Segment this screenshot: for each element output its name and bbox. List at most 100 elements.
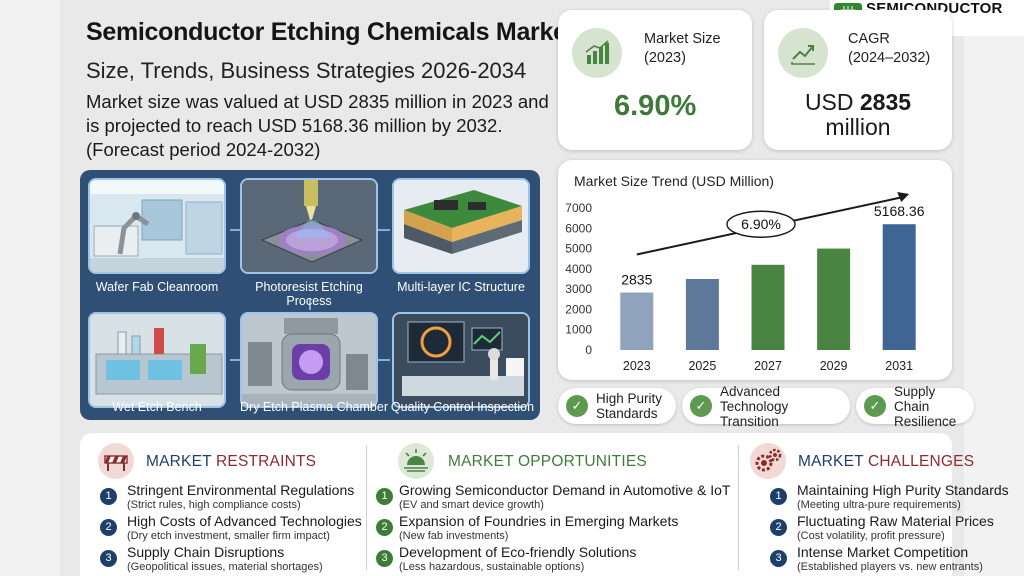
x-tick-label: 2029: [820, 359, 848, 373]
trend-label-bubble: [726, 210, 796, 238]
restraint-detail: (Strict rules, high compliance costs): [127, 499, 301, 511]
bar-2025: [685, 279, 719, 350]
pill-line: Transition: [720, 413, 779, 429]
pill-line: High Purity: [596, 391, 663, 406]
page-title: Semiconductor Etching Chemicals Market: [86, 18, 575, 46]
bar-2031: [882, 224, 916, 350]
caption-dry-etch: Dry Etch Plasma Chamber: [240, 400, 388, 414]
market-factors-panel: [80, 433, 952, 576]
list-number: 2: [100, 519, 117, 536]
pill-label: Advanced Technology Transition: [720, 384, 850, 429]
y-tick-label: 0: [585, 343, 592, 357]
process-illustration-collage: Wafer Fab Cleanroom Photoresist Etching …: [80, 170, 540, 420]
pill-label: Supply Chain Resilience: [894, 384, 974, 429]
opportunity-title: Expansion of Foundries in Emerging Marke…: [399, 513, 679, 529]
feature-pill-advanced-tech: ✓ Advanced Technology Transition: [682, 384, 850, 429]
market-description: Market size was valued at USD 2835 milli…: [86, 90, 556, 162]
caption-wet-etch: Wet Etch Bench: [112, 400, 202, 414]
opportunity-title: Development of Eco-friendly Solutions: [399, 544, 637, 560]
dry-etch-plasma-chamber-image: [240, 312, 378, 408]
heading-prefix: MARKET: [146, 453, 217, 470]
list-number: 2: [376, 519, 393, 536]
caption-quality-control: Quality Control Inspection: [390, 400, 535, 414]
challenge-title: Intense Market Competition: [797, 544, 969, 560]
column-divider: [366, 445, 367, 570]
list-number: 3: [376, 550, 393, 567]
challenge-title: Maintaining High Purity Standards: [797, 482, 1009, 498]
kpi-label-text: CAGR: [848, 31, 890, 47]
challenge-title: Fluctuating Raw Material Prices: [797, 513, 994, 529]
y-tick-label: 1000: [565, 323, 592, 337]
heading-accent: CHALLENGES: [868, 453, 975, 470]
pill-line: Standards: [596, 406, 658, 421]
trend-arrow-head: [897, 192, 910, 202]
chart-title: Market Size Trend (USD Million): [574, 173, 774, 189]
market-size-value: 6.90%: [614, 90, 697, 122]
challenge-detail: (Meeting ultra-pure requirements): [797, 499, 961, 511]
description-line: is projected to reach USD 5168.36 millio…: [86, 115, 503, 136]
cagr-label: CAGR (2024–2032): [848, 30, 930, 68]
multi-layer-ic-structure-image: [392, 178, 530, 274]
pill-line: Resilience: [894, 413, 957, 429]
opportunities-icon: [398, 443, 434, 479]
value-prefix: USD: [804, 89, 854, 115]
y-tick-label: 3000: [565, 282, 592, 296]
wafer-fab-cleanroom-image: [88, 178, 226, 274]
feature-pill-high-purity: ✓ High Purity Standards: [558, 388, 676, 424]
trend-label: 6.90%: [741, 216, 781, 232]
bar-growth-icon: [572, 28, 622, 78]
restraints-icon: [98, 443, 134, 479]
list-number: 1: [376, 488, 393, 505]
kpi-label-years: (2024–2032): [848, 50, 931, 66]
heading-accent: OPPORTUNITIES: [518, 453, 647, 470]
opportunity-detail: (EV and smart device growth): [399, 499, 544, 511]
market-size-bar-chart: 0 1000 2000 3000 4000 5000 6000 7000 2023 2835 202…: [565, 192, 925, 373]
page-subtitle: Size, Trends, Business Strategies 2026-2…: [86, 58, 527, 83]
y-tick-label: 2000: [565, 302, 592, 316]
bar-2023: [620, 292, 654, 350]
challenge-detail: (Established players vs. new entrants): [797, 561, 983, 573]
restraint-title: High Costs of Advanced Technologies: [127, 513, 362, 529]
cagr-card: CAGR (2024–2032) USD 2835 million: [764, 10, 952, 150]
caption-line: Process: [286, 294, 332, 308]
check-icon: ✓: [690, 395, 712, 417]
line-growth-icon: [778, 28, 828, 78]
opportunity-detail: (Less hazardous, sustainable options): [399, 561, 585, 573]
x-tick-label: 2031: [885, 359, 913, 373]
heading-prefix: MARKET: [448, 453, 519, 470]
challenge-detail: (Cost volatility, profit pressure): [797, 530, 945, 542]
description-line: (Forecast period 2024-2032): [86, 139, 321, 160]
market-size-label: Market Size (2023): [644, 30, 721, 68]
bar-2029: [817, 248, 851, 350]
caption-multilayer-ic: Multi-layer IC Structure: [397, 280, 525, 294]
y-tick-label: 6000: [565, 221, 592, 235]
y-tick-label: 5000: [565, 242, 592, 256]
heading-prefix: MARKET: [798, 453, 869, 470]
caption-line: Photoresist Etching: [255, 280, 363, 294]
opportunity-title: Growing Semiconductor Demand in Automoti…: [399, 482, 731, 498]
pill-line: Supply Chain: [894, 383, 936, 414]
challenges-gears-icon: [750, 443, 786, 479]
opportunities-heading: MARKET OPPORTUNITIES: [448, 453, 647, 471]
wet-etch-bench-image: [88, 312, 226, 408]
pill-line: Advanced Technology: [720, 383, 789, 414]
opportunity-detail: (New fab investments): [399, 530, 509, 542]
check-icon: ✓: [566, 395, 588, 417]
y-tick-label: 7000: [565, 201, 592, 215]
heading-accent: RESTRAINTS: [216, 453, 317, 470]
check-icon: ✓: [864, 395, 886, 417]
list-number: 1: [770, 488, 787, 505]
photoresist-etching-image: [240, 178, 378, 274]
challenges-heading: MARKET CHALLENGES: [798, 453, 974, 471]
restraint-title: Stringent Environmental Regulations: [127, 482, 355, 498]
value-unit: million: [825, 114, 891, 140]
x-tick-label: 2023: [623, 359, 651, 373]
quality-control-inspection-image: [392, 312, 530, 408]
column-divider: [738, 445, 739, 570]
data-label: 5168.36: [874, 203, 925, 219]
restraint-detail: (Dry etch investment, smaller firm impac…: [127, 530, 330, 542]
restraint-title: Supply Chain Disruptions: [127, 544, 285, 560]
bar-2027: [751, 264, 785, 350]
cagr-value: USD 2835 million: [764, 90, 952, 140]
x-tick-label: 2027: [754, 359, 782, 373]
